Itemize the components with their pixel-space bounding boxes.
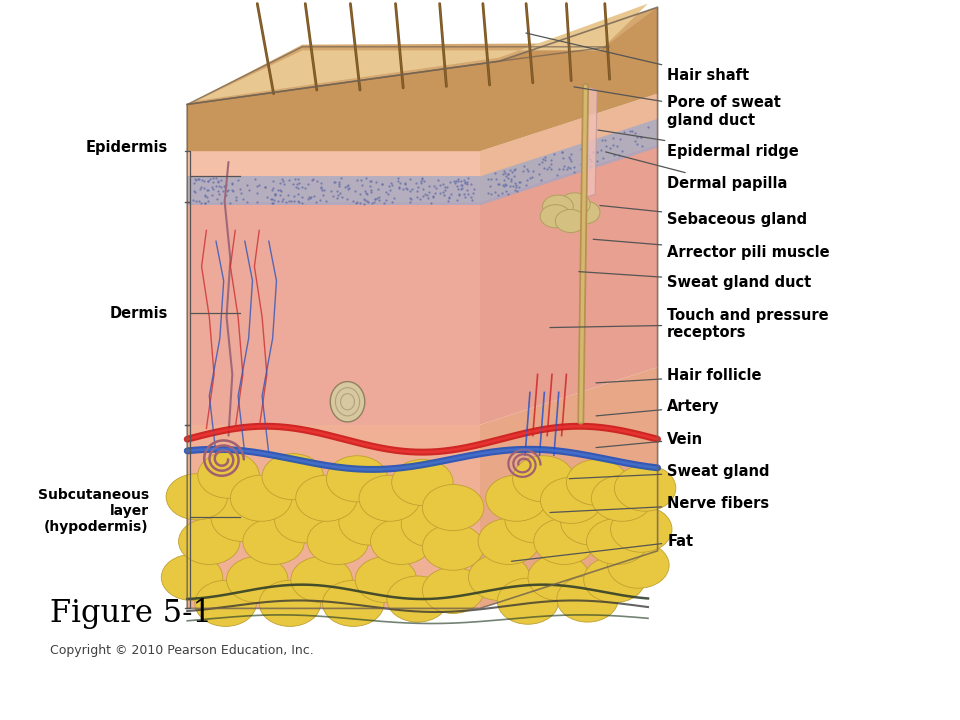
Text: Sweat gland: Sweat gland: [569, 464, 770, 479]
Text: Hair follicle: Hair follicle: [596, 369, 761, 383]
Circle shape: [401, 501, 463, 547]
Circle shape: [339, 499, 400, 545]
Circle shape: [611, 506, 672, 552]
Circle shape: [243, 518, 304, 564]
Text: Arrector pili muscle: Arrector pili muscle: [593, 239, 829, 259]
Circle shape: [561, 499, 622, 545]
Text: Vein: Vein: [596, 432, 704, 448]
Text: Sebaceous gland: Sebaceous gland: [600, 205, 807, 227]
Circle shape: [422, 567, 484, 613]
Polygon shape: [187, 425, 480, 608]
Circle shape: [371, 518, 432, 564]
Circle shape: [198, 452, 259, 498]
Polygon shape: [584, 86, 597, 198]
Text: Epidermis: Epidermis: [85, 140, 168, 155]
Text: Dermis: Dermis: [109, 306, 168, 320]
Text: Figure 5-1: Figure 5-1: [50, 598, 212, 629]
Circle shape: [497, 578, 559, 624]
Circle shape: [528, 554, 589, 600]
Circle shape: [540, 204, 571, 228]
Polygon shape: [480, 367, 658, 608]
Circle shape: [608, 542, 669, 588]
Circle shape: [355, 557, 417, 603]
Polygon shape: [197, 4, 648, 101]
Text: Epidermal ridge: Epidermal ridge: [598, 130, 799, 158]
Circle shape: [422, 524, 484, 570]
Circle shape: [560, 193, 590, 216]
Text: Dermal papilla: Dermal papilla: [606, 152, 787, 191]
Circle shape: [542, 195, 573, 218]
Circle shape: [534, 518, 595, 564]
Circle shape: [478, 518, 540, 564]
Circle shape: [584, 557, 645, 603]
Circle shape: [569, 201, 600, 224]
Circle shape: [486, 475, 547, 521]
Circle shape: [227, 557, 288, 603]
Circle shape: [323, 580, 384, 626]
Polygon shape: [480, 144, 658, 425]
Circle shape: [296, 475, 357, 521]
Text: Hair shaft: Hair shaft: [526, 33, 750, 83]
Circle shape: [359, 475, 420, 521]
Circle shape: [195, 580, 256, 626]
Circle shape: [326, 456, 388, 502]
Polygon shape: [187, 7, 658, 104]
Text: Artery: Artery: [596, 400, 720, 416]
Circle shape: [275, 497, 336, 543]
Circle shape: [422, 485, 484, 531]
Circle shape: [587, 518, 648, 564]
Circle shape: [566, 459, 628, 505]
Polygon shape: [480, 119, 658, 205]
Polygon shape: [187, 7, 658, 151]
Text: Pore of sweat
gland duct: Pore of sweat gland duct: [574, 87, 781, 128]
Polygon shape: [330, 382, 365, 422]
Polygon shape: [187, 151, 480, 202]
Text: Nerve fibers: Nerve fibers: [550, 497, 769, 513]
Circle shape: [468, 554, 530, 600]
Circle shape: [291, 557, 352, 603]
Circle shape: [211, 495, 273, 541]
Circle shape: [179, 518, 240, 564]
Circle shape: [161, 554, 223, 600]
Circle shape: [230, 475, 292, 521]
Circle shape: [387, 576, 448, 622]
Circle shape: [557, 576, 618, 622]
Circle shape: [555, 210, 586, 233]
Circle shape: [591, 475, 653, 521]
Circle shape: [259, 580, 321, 626]
Text: Sweat gland duct: Sweat gland duct: [579, 271, 811, 289]
Circle shape: [513, 456, 574, 502]
Circle shape: [614, 465, 676, 511]
Polygon shape: [480, 94, 658, 202]
Text: Copyright © 2010 Pearson Education, Inc.: Copyright © 2010 Pearson Education, Inc.: [50, 644, 314, 657]
Circle shape: [307, 518, 369, 564]
Circle shape: [166, 474, 228, 520]
Polygon shape: [187, 176, 480, 205]
Circle shape: [262, 454, 324, 500]
Circle shape: [505, 497, 566, 543]
Text: Fat: Fat: [512, 534, 693, 562]
Circle shape: [392, 459, 453, 505]
Polygon shape: [187, 202, 480, 425]
Text: Subcutaneous
layer
(hypodermis): Subcutaneous layer (hypodermis): [37, 488, 149, 534]
Circle shape: [540, 477, 602, 523]
Text: Touch and pressure
receptors: Touch and pressure receptors: [550, 307, 828, 340]
